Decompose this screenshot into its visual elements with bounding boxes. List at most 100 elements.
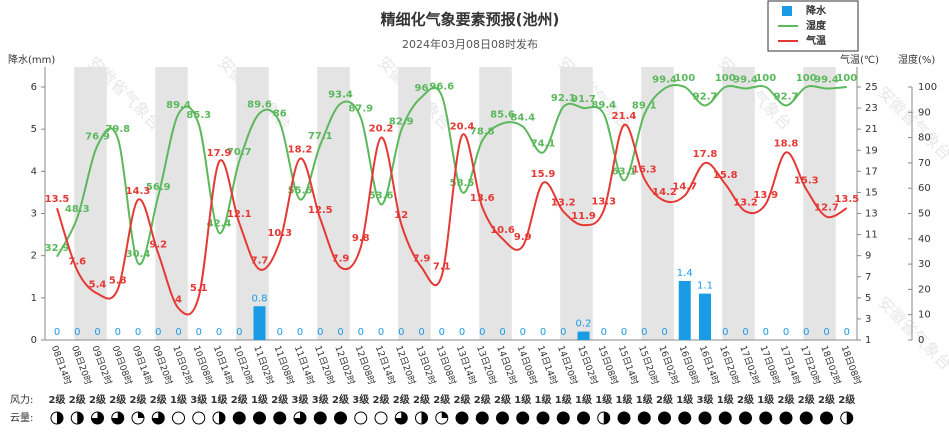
cloud-outline [779, 411, 793, 425]
cloud-icon [70, 411, 84, 425]
data-label: 13.2 [733, 197, 758, 208]
data-label: 9.2 [149, 240, 167, 251]
cloud-fill [421, 412, 428, 424]
cloud-outline [556, 411, 570, 425]
chart-title: 精细化气象要素预报(池州) [381, 11, 560, 29]
precip-label: 0 [317, 327, 323, 338]
precip-bar [678, 280, 691, 340]
data-label: 100 [715, 73, 736, 84]
wind-value: 2级 [89, 393, 107, 406]
wind-value: 3级 [312, 393, 330, 406]
data-label: 18.8 [774, 138, 799, 149]
wind-value: 2级 [231, 393, 249, 406]
wind-value: 1级 [535, 393, 553, 406]
watermark: 安徽省气象台 [874, 83, 949, 164]
data-label: 7.9 [332, 253, 350, 264]
y-tick-label: 0 [31, 335, 37, 346]
y3-tick-label: 20 [918, 284, 931, 295]
wind-value: 2级 [454, 393, 472, 406]
cloud-icon [739, 411, 752, 425]
wind-value: 2级 [150, 393, 168, 406]
cloud-fill [219, 412, 225, 424]
cloud-fill [395, 412, 408, 425]
cloud-icon [577, 411, 590, 425]
line-y3 [56, 83, 847, 266]
wind-value: 1级 [636, 393, 654, 406]
precip-label: 0 [540, 327, 546, 338]
wind-value: 1级 [211, 393, 229, 406]
y3-tick-label: 10 [918, 310, 931, 321]
precip-label: 0 [155, 327, 161, 338]
y2-tick-label: 25 [865, 82, 878, 93]
precip-label: 0 [823, 327, 829, 338]
wind-value: 2级 [373, 393, 391, 406]
y2-tick-label: 23 [865, 103, 878, 114]
y-tick-label: 1 [31, 293, 37, 304]
line-y2 [56, 123, 848, 316]
precip-label: 0 [439, 327, 445, 338]
cloud-outline [759, 411, 773, 425]
precip-label: 0 [479, 327, 485, 338]
data-label: 76.9 [85, 131, 110, 142]
wind-value: 2级 [818, 393, 836, 406]
cloud-icon [536, 411, 550, 425]
precip-label: 0 [216, 327, 222, 338]
cloud-icon [820, 411, 833, 425]
cloud-outline [455, 411, 469, 425]
precip-label: 0 [115, 327, 121, 338]
legend-label: 降水 [806, 4, 827, 17]
cloud-fill [77, 412, 84, 424]
precip-label: 0 [418, 327, 424, 338]
data-label: 92.1 [551, 93, 576, 104]
cloud-fill [138, 412, 144, 418]
data-label: 99.4 [733, 75, 758, 86]
cloud-outline [496, 411, 509, 425]
y3-tick-label: 70 [918, 158, 931, 169]
cloud-fill [294, 412, 306, 424]
data-label: 13.2 [551, 197, 576, 208]
cloud-outline [739, 411, 752, 425]
night-band [641, 67, 674, 340]
precip-label: 0 [560, 327, 566, 338]
wind-value: 1级 [251, 393, 269, 406]
data-label: 100 [755, 73, 776, 84]
precip-label: 0 [135, 327, 141, 338]
night-band [317, 67, 350, 340]
wind-value: 2级 [737, 393, 755, 406]
cloud-outline [232, 411, 246, 425]
precip-label: 0 [94, 327, 100, 338]
wind-value: 3级 [190, 393, 208, 406]
cloud-icon [617, 411, 631, 425]
data-label: 77.1 [308, 131, 333, 142]
cloud-icon [192, 411, 206, 425]
cloud-icon [415, 411, 428, 425]
data-label: 20.2 [369, 124, 394, 135]
precip-label: 0 [722, 327, 728, 338]
wind-value: 3级 [697, 393, 715, 406]
wind-value: 3级 [292, 393, 310, 406]
data-label: 99.4 [814, 75, 839, 86]
data-label: 13.5 [45, 194, 70, 205]
cloud-outline [516, 411, 530, 425]
data-label: 48.3 [65, 204, 90, 215]
cloud-icon [759, 411, 773, 425]
cloud-icon [799, 411, 813, 425]
data-label: 18.2 [288, 145, 313, 156]
legend-label: 气温 [805, 34, 826, 47]
cloud-icon [516, 411, 530, 425]
precip-label: 0 [803, 327, 809, 338]
y-tick-label: 4 [31, 166, 37, 177]
data-label: 12.5 [308, 205, 333, 216]
data-label: 7.7 [251, 255, 269, 266]
wind-value: 3级 [352, 393, 370, 406]
data-label: 89.4 [591, 100, 616, 111]
cloud-icon [172, 411, 185, 425]
precip-label: 0 [358, 327, 364, 338]
cloud-icon [253, 411, 266, 425]
data-label: 87.9 [348, 104, 373, 115]
cloud-fill [57, 412, 63, 424]
wind-value: 2级 [413, 393, 431, 406]
y2-axis-title: 气温(℃) [840, 53, 879, 66]
data-label: 42.4 [207, 219, 232, 230]
